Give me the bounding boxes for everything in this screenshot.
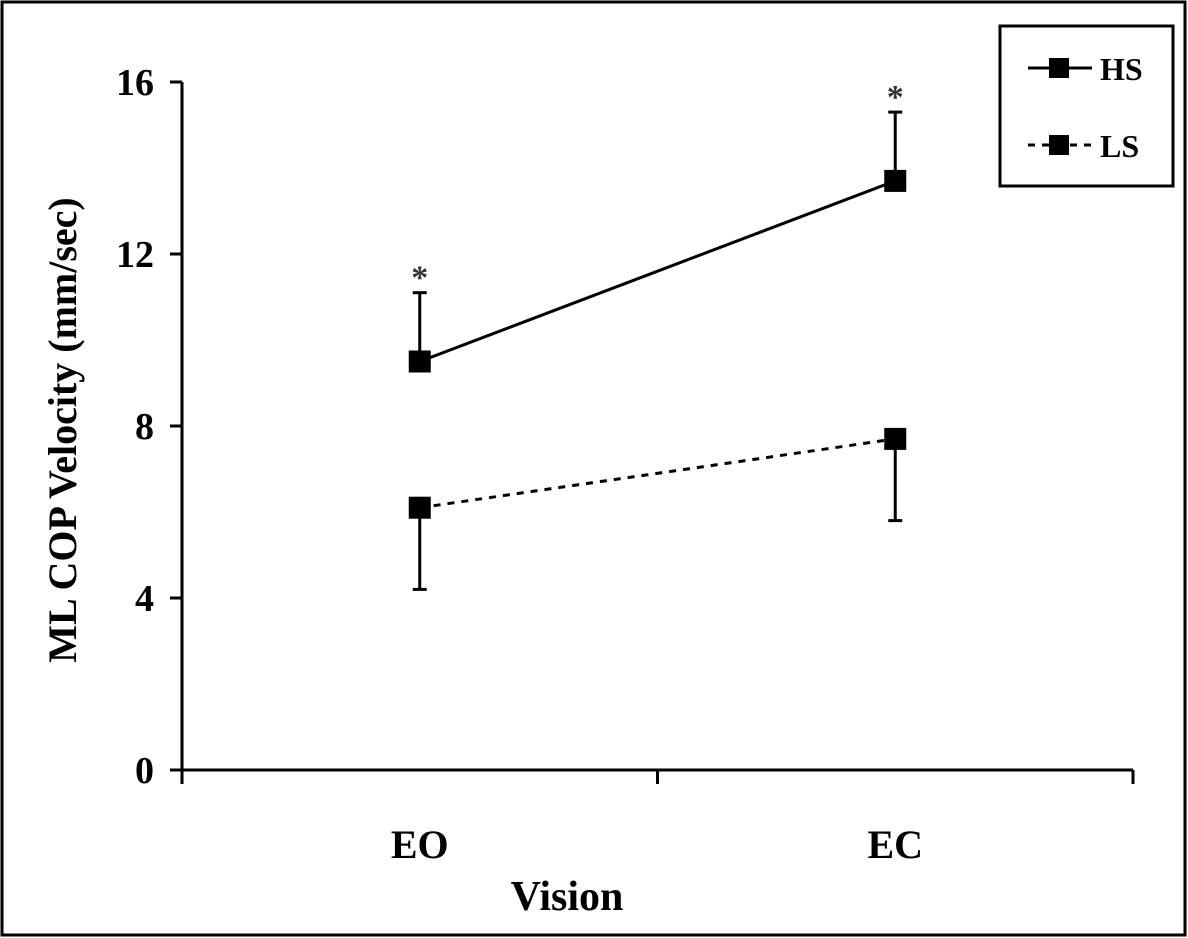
x-tick-label: EC xyxy=(867,822,923,867)
series-layer: ** xyxy=(408,79,907,591)
series-line xyxy=(419,179,896,363)
legend-hs-label: HS xyxy=(1100,51,1143,87)
series-ls xyxy=(408,427,907,591)
y-tick-label: 16 xyxy=(116,62,154,104)
y-axis-title: ML COP Velocity (mm/sec) xyxy=(40,197,85,662)
data-point-marker xyxy=(408,496,431,519)
legend-ls-marker xyxy=(1049,135,1069,155)
series-line xyxy=(419,437,896,510)
significance-marker: * xyxy=(411,260,428,297)
y-axis-ticks: 0 4 8 12 16 xyxy=(116,62,182,792)
y-tick-label: 8 xyxy=(135,406,154,448)
significance-marker: * xyxy=(887,79,904,116)
legend-box xyxy=(998,24,1175,188)
series-hs: ** xyxy=(408,79,907,373)
x-axis-title: Vision xyxy=(511,874,624,920)
legend: HS LS xyxy=(998,24,1175,188)
x-axis-ticks: EO EC xyxy=(180,770,1135,867)
data-point-marker xyxy=(408,350,431,373)
y-tick-label: 0 xyxy=(135,750,154,792)
x-tick-label: EO xyxy=(391,822,449,867)
legend-hs-marker xyxy=(1049,58,1069,78)
y-tick-label: 12 xyxy=(116,234,154,276)
legend-ls-label: LS xyxy=(1100,128,1139,164)
data-point-marker xyxy=(884,427,907,450)
y-tick-label: 4 xyxy=(135,578,154,620)
data-point-marker xyxy=(884,169,907,192)
